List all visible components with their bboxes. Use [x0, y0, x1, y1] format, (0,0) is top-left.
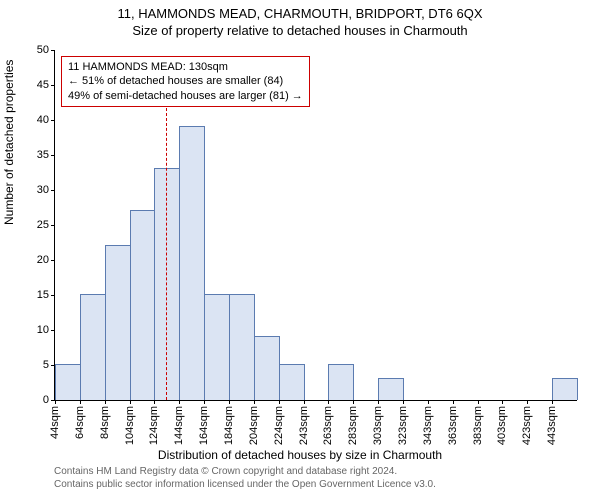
x-tick-label: 423sqm — [521, 406, 533, 445]
x-tick-mark — [154, 400, 155, 404]
annotation-box: 11 HAMMONDS MEAD: 130sqm ← 51% of detach… — [61, 56, 310, 107]
x-axis-label: Distribution of detached houses by size … — [0, 448, 600, 462]
y-tick-mark — [51, 330, 55, 331]
x-tick-label: 44sqm — [49, 406, 61, 439]
chart-title-address: 11, HAMMONDS MEAD, CHARMOUTH, BRIDPORT, … — [0, 0, 600, 21]
x-tick-label: 403sqm — [496, 406, 508, 445]
histogram-bar — [179, 126, 205, 400]
x-tick-mark — [453, 400, 454, 404]
x-tick-mark — [478, 400, 479, 404]
histogram-bar — [378, 378, 404, 400]
x-tick-label: 443sqm — [546, 406, 558, 445]
x-tick-label: 64sqm — [74, 406, 86, 439]
y-tick-mark — [51, 260, 55, 261]
x-tick-label: 323sqm — [397, 406, 409, 445]
y-tick-mark — [51, 225, 55, 226]
x-tick-mark — [527, 400, 528, 404]
x-tick-mark — [254, 400, 255, 404]
histogram-bar — [328, 364, 354, 400]
histogram-bar — [229, 294, 255, 400]
histogram-bar — [55, 364, 81, 400]
chart-container: 11, HAMMONDS MEAD, CHARMOUTH, BRIDPORT, … — [0, 0, 600, 500]
x-tick-label: 224sqm — [273, 406, 285, 445]
x-tick-mark — [80, 400, 81, 404]
x-tick-mark — [55, 400, 56, 404]
y-tick-mark — [51, 50, 55, 51]
histogram-bar — [254, 336, 280, 400]
histogram-bar — [204, 294, 230, 400]
x-tick-label: 84sqm — [99, 406, 111, 439]
x-tick-mark — [378, 400, 379, 404]
x-tick-mark — [552, 400, 553, 404]
y-tick-mark — [51, 155, 55, 156]
x-tick-label: 263sqm — [322, 406, 334, 445]
annotation-line-1: 11 HAMMONDS MEAD: 130sqm — [68, 60, 303, 74]
footer-attribution: Contains HM Land Registry data © Crown c… — [54, 466, 436, 491]
x-tick-label: 343sqm — [422, 406, 434, 445]
x-tick-label: 184sqm — [223, 406, 235, 445]
y-tick-mark — [51, 120, 55, 121]
x-tick-label: 363sqm — [447, 406, 459, 445]
histogram-bar — [80, 294, 106, 400]
x-tick-mark — [304, 400, 305, 404]
x-tick-mark — [279, 400, 280, 404]
annotation-line-3: 49% of semi-detached houses are larger (… — [68, 89, 303, 103]
chart-title-description: Size of property relative to detached ho… — [0, 21, 600, 38]
x-tick-mark — [328, 400, 329, 404]
plot-area: 0510152025303540455044sqm64sqm84sqm104sq… — [54, 50, 577, 401]
histogram-bar — [279, 364, 305, 400]
x-tick-mark — [428, 400, 429, 404]
x-tick-label: 144sqm — [173, 406, 185, 445]
y-tick-mark — [51, 295, 55, 296]
footer-line-1: Contains HM Land Registry data © Crown c… — [54, 466, 436, 479]
x-tick-mark — [130, 400, 131, 404]
x-tick-label: 243sqm — [298, 406, 310, 445]
x-tick-mark — [353, 400, 354, 404]
histogram-bar — [130, 210, 156, 400]
x-tick-label: 204sqm — [248, 406, 260, 445]
x-tick-mark — [229, 400, 230, 404]
x-tick-label: 283sqm — [347, 406, 359, 445]
x-tick-mark — [403, 400, 404, 404]
x-tick-mark — [105, 400, 106, 404]
property-marker-line — [166, 108, 168, 400]
y-tick-mark — [51, 190, 55, 191]
y-axis-label: Number of detached properties — [2, 60, 16, 225]
x-tick-mark — [204, 400, 205, 404]
x-tick-label: 164sqm — [198, 406, 210, 445]
y-tick-mark — [51, 85, 55, 86]
histogram-bar — [552, 378, 578, 400]
x-tick-label: 383sqm — [472, 406, 484, 445]
annotation-line-2: ← 51% of detached houses are smaller (84… — [68, 74, 303, 88]
x-tick-label: 104sqm — [124, 406, 136, 445]
footer-line-2: Contains public sector information licen… — [54, 479, 436, 492]
histogram-bar — [105, 245, 131, 400]
x-tick-label: 124sqm — [148, 406, 160, 445]
x-tick-label: 303sqm — [372, 406, 384, 445]
x-tick-mark — [502, 400, 503, 404]
x-tick-mark — [179, 400, 180, 404]
